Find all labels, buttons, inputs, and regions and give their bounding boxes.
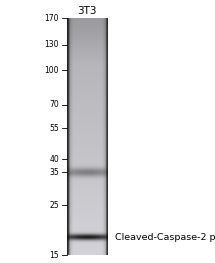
Text: 100: 100 [45,66,59,75]
Text: 170: 170 [45,14,59,23]
Text: 25: 25 [49,201,59,210]
Text: 40: 40 [49,155,59,164]
Text: 70: 70 [49,100,59,109]
Text: 130: 130 [45,40,59,49]
Text: 15: 15 [49,251,59,260]
Text: 55: 55 [49,124,59,133]
Text: 3T3: 3T3 [77,6,97,16]
Text: 35: 35 [49,168,59,177]
Text: Cleaved-Caspase-2 p18: Cleaved-Caspase-2 p18 [115,233,215,242]
